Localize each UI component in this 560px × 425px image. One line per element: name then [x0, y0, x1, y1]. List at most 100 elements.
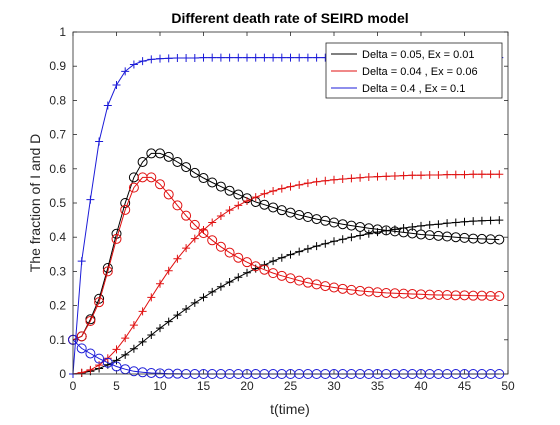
series-0-plus-marker — [460, 217, 469, 226]
series-0-plus-marker — [190, 298, 199, 307]
series-2-plus-marker — [138, 57, 147, 66]
series-0-plus-marker — [182, 305, 191, 314]
series-1-circle-marker — [259, 264, 270, 275]
x-tick-label: 25 — [284, 379, 298, 393]
series-1-plus-marker — [373, 172, 382, 181]
series-1-plus-marker — [425, 170, 434, 179]
series-0-plus-marker — [373, 228, 382, 237]
series-1-plus-marker — [95, 361, 104, 370]
series-0-plus-marker — [495, 216, 504, 225]
series-1-circle-marker — [268, 268, 279, 279]
series-1-plus-marker — [408, 171, 417, 180]
y-tick-label: 0.4 — [49, 230, 66, 244]
series-2-plus-marker — [303, 53, 312, 62]
series-1-plus-marker — [356, 173, 365, 182]
series-2-plus-marker — [312, 53, 321, 62]
x-tick-label: 50 — [501, 379, 515, 393]
series-1-plus-marker — [156, 279, 164, 288]
series-0-plus-marker — [129, 344, 138, 353]
series-0-plus-marker — [356, 231, 365, 240]
axes-box — [72, 31, 509, 375]
series-1-plus-marker — [286, 182, 295, 191]
series-0-plus-marker — [138, 337, 147, 346]
series-0-plus-marker — [434, 220, 443, 229]
series-1-plus-marker — [269, 187, 278, 196]
series-0-plus-marker — [347, 233, 356, 242]
series-1-circle-marker — [250, 261, 261, 272]
series-1-plus-marker — [477, 170, 486, 179]
series-2-plus-marker — [182, 53, 191, 62]
series-1-circle-marker — [163, 189, 174, 200]
series-1-plus-marker — [138, 307, 147, 316]
series-1-circle-marker — [120, 204, 131, 215]
series-1-plus-marker — [390, 171, 399, 180]
series-0-plus-marker — [164, 317, 173, 326]
series-1-plus-marker — [173, 254, 182, 263]
series-1-circle-marker — [494, 291, 505, 302]
series-1-plus-marker — [216, 211, 225, 220]
series-0-plus-marker — [382, 226, 391, 235]
series-2-circle-marker — [102, 357, 113, 368]
series-1-plus-marker — [112, 345, 121, 354]
series-0-circle-marker — [163, 151, 174, 162]
series-1-plus-marker — [364, 173, 373, 182]
series-1-circle-marker — [189, 219, 200, 230]
series-1-plus-marker — [469, 170, 478, 179]
y-axis-label: The fraction of I and D — [27, 134, 43, 273]
series-2-plus-marker — [199, 53, 208, 62]
series-1-plus-marker — [451, 170, 460, 179]
series-1-plus-marker — [460, 170, 469, 179]
y-tick-label: 0.7 — [49, 128, 66, 142]
series-2-circle-marker — [85, 348, 96, 359]
series-1-plus-marker — [260, 189, 269, 198]
series-0-circle-marker — [172, 156, 183, 167]
y-tick-label: 0.6 — [49, 162, 66, 176]
series-0-plus-marker — [156, 324, 164, 333]
series-1-plus-marker — [199, 226, 208, 235]
series-0-plus-marker — [112, 356, 121, 365]
y-tick-label: 0.8 — [49, 93, 66, 107]
series-2-circle-marker — [111, 361, 122, 372]
series-0-plus-marker — [234, 273, 243, 282]
series-0-plus-marker — [286, 250, 295, 259]
series-0-plus-marker — [408, 222, 417, 231]
series-2-plus-marker — [121, 67, 130, 76]
series-1-plus-marker — [295, 180, 304, 189]
series-2-plus-marker — [173, 53, 182, 62]
series-1-plus-marker — [243, 196, 251, 205]
series-1-circle-marker — [242, 257, 252, 268]
series-1-plus-marker — [251, 193, 260, 202]
series-2-plus-marker — [286, 53, 295, 62]
y-tick-label: 1 — [59, 25, 66, 39]
x-tick-label: 35 — [371, 379, 385, 393]
series-1-plus-marker — [434, 170, 443, 179]
series-2-plus-marker — [260, 53, 269, 62]
series-0-plus-marker — [330, 237, 338, 246]
series-1-plus-marker — [190, 234, 199, 243]
series-0-plus-marker — [321, 239, 330, 248]
series-0-circle-marker — [215, 181, 226, 192]
series-0-plus-marker — [199, 293, 208, 302]
series-0-circle-marker — [189, 167, 200, 178]
series-0-plus-marker — [425, 220, 434, 229]
series-0-plus-marker — [147, 331, 156, 340]
series-0-plus-marker — [469, 217, 478, 226]
x-tick-label: 15 — [197, 379, 211, 393]
series-2-plus-marker — [86, 195, 95, 204]
series-0-circle-marker — [137, 156, 148, 167]
legend: Delta = 0.05, Ex = 0.01 Delta = 0.04 , Ex… — [325, 42, 503, 99]
series-2-plus-marker — [234, 53, 243, 62]
chart-title: Different death rate of SEIRD model — [171, 10, 408, 26]
legend-label-2: Delta = 0.4 , Ex = 0.1 — [362, 83, 465, 95]
series-1-circle-marker — [224, 247, 235, 258]
series-2-plus-marker — [156, 54, 164, 63]
series-0-plus-marker — [417, 221, 425, 230]
series-1-circle-marker — [76, 331, 87, 342]
series-0-plus-marker — [443, 219, 452, 228]
series-1-circle-marker — [102, 266, 113, 277]
series-1-plus-marker — [303, 179, 312, 188]
x-tick-label: 20 — [240, 379, 254, 393]
series-1-plus-marker — [147, 293, 156, 302]
series-0-circle-marker — [259, 199, 270, 210]
